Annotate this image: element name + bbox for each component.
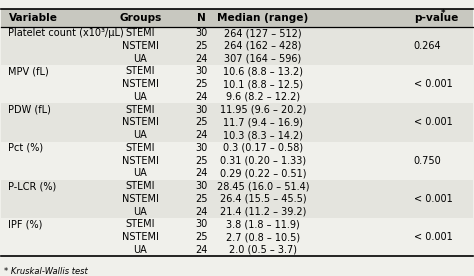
Text: 10.3 (8.3 – 14.2): 10.3 (8.3 – 14.2) (223, 130, 303, 140)
Text: * Kruskal-Wallis test: * Kruskal-Wallis test (4, 267, 88, 275)
Text: 307 (164 – 596): 307 (164 – 596) (224, 54, 301, 64)
Bar (1, 116, 473, 129)
Text: 11.95 (9.6 – 20.2): 11.95 (9.6 – 20.2) (220, 105, 306, 115)
Bar (1, 91, 473, 103)
Bar (1, 231, 473, 243)
Text: 30: 30 (196, 67, 208, 76)
Text: STEMI: STEMI (126, 219, 155, 229)
Text: NSTEMI: NSTEMI (122, 232, 159, 242)
Text: 25: 25 (195, 194, 208, 204)
Text: 25: 25 (195, 79, 208, 89)
Bar (1, 65, 473, 78)
Text: UA: UA (134, 245, 147, 255)
Text: STEMI: STEMI (126, 143, 155, 153)
Text: N: N (197, 13, 206, 23)
Text: 264 (162 – 428): 264 (162 – 428) (224, 41, 301, 51)
Bar (1, 205, 473, 218)
Text: 24: 24 (195, 206, 208, 217)
Text: 24: 24 (195, 168, 208, 178)
Text: Median (range): Median (range) (217, 13, 309, 23)
Text: 3.8 (1.8 – 11.9): 3.8 (1.8 – 11.9) (226, 219, 300, 229)
Bar (1, 103, 473, 116)
Text: 25: 25 (195, 41, 208, 51)
Text: 21.4 (11.2 – 39.2): 21.4 (11.2 – 39.2) (220, 206, 306, 217)
Text: < 0.001: < 0.001 (414, 232, 453, 242)
Text: NSTEMI: NSTEMI (122, 117, 159, 128)
Text: IPF (%): IPF (%) (9, 219, 43, 229)
Bar (1, 218, 473, 231)
Text: 24: 24 (195, 92, 208, 102)
Bar (1, 243, 473, 256)
Text: UA: UA (134, 168, 147, 178)
Text: NSTEMI: NSTEMI (122, 156, 159, 166)
Text: *: * (441, 9, 446, 18)
Text: Groups: Groups (119, 13, 162, 23)
Text: 9.6 (8.2 – 12.2): 9.6 (8.2 – 12.2) (226, 92, 300, 102)
Text: STEMI: STEMI (126, 105, 155, 115)
Text: UA: UA (134, 92, 147, 102)
Bar (1, 167, 473, 180)
Text: 10.6 (8.8 – 13.2): 10.6 (8.8 – 13.2) (223, 67, 303, 76)
Text: 30: 30 (196, 181, 208, 191)
Text: NSTEMI: NSTEMI (122, 194, 159, 204)
Text: STEMI: STEMI (126, 181, 155, 191)
Text: UA: UA (134, 206, 147, 217)
Text: UA: UA (134, 54, 147, 64)
Bar (1, 27, 473, 39)
Text: 24: 24 (195, 54, 208, 64)
Text: 2.0 (0.5 – 3.7): 2.0 (0.5 – 3.7) (229, 245, 297, 255)
Text: UA: UA (134, 130, 147, 140)
Bar (1, 192, 473, 205)
Text: PDW (fL): PDW (fL) (9, 105, 51, 115)
Text: 25: 25 (195, 117, 208, 128)
Text: 10.1 (8.8 – 12.5): 10.1 (8.8 – 12.5) (223, 79, 303, 89)
Text: P-LCR (%): P-LCR (%) (9, 181, 57, 191)
Text: 30: 30 (196, 28, 208, 38)
Text: Platelet count (x10³/μL): Platelet count (x10³/μL) (9, 28, 124, 38)
Text: 30: 30 (196, 105, 208, 115)
Text: 25: 25 (195, 232, 208, 242)
Text: 26.4 (15.5 – 45.5): 26.4 (15.5 – 45.5) (219, 194, 306, 204)
Text: 264 (127 – 512): 264 (127 – 512) (224, 28, 302, 38)
Text: 0.29 (0.22 – 0.51): 0.29 (0.22 – 0.51) (219, 168, 306, 178)
Text: STEMI: STEMI (126, 67, 155, 76)
Text: 0.264: 0.264 (414, 41, 441, 51)
Text: 28.45 (16.0 – 51.4): 28.45 (16.0 – 51.4) (217, 181, 309, 191)
Bar (1, 9, 473, 27)
Text: Variable: Variable (9, 13, 57, 23)
Text: 0.31 (0.20 – 1.33): 0.31 (0.20 – 1.33) (220, 156, 306, 166)
Text: 0.3 (0.17 – 0.58): 0.3 (0.17 – 0.58) (223, 143, 303, 153)
Text: 24: 24 (195, 130, 208, 140)
Text: 30: 30 (196, 219, 208, 229)
Text: < 0.001: < 0.001 (414, 117, 453, 128)
Text: Pct (%): Pct (%) (9, 143, 44, 153)
Bar (1, 129, 473, 142)
Text: < 0.001: < 0.001 (414, 79, 453, 89)
Bar (1, 142, 473, 154)
Bar (1, 180, 473, 192)
Bar (1, 52, 473, 65)
Bar (1, 154, 473, 167)
Text: STEMI: STEMI (126, 28, 155, 38)
Text: 11.7 (9.4 – 16.9): 11.7 (9.4 – 16.9) (223, 117, 303, 128)
Bar (1, 78, 473, 91)
Text: 24: 24 (195, 245, 208, 255)
Text: NSTEMI: NSTEMI (122, 41, 159, 51)
Text: MPV (fL): MPV (fL) (9, 67, 49, 76)
Text: NSTEMI: NSTEMI (122, 79, 159, 89)
Text: 0.750: 0.750 (414, 156, 441, 166)
Text: 25: 25 (195, 156, 208, 166)
Bar (1, 39, 473, 52)
Text: < 0.001: < 0.001 (414, 194, 453, 204)
Text: 30: 30 (196, 143, 208, 153)
Text: 2.7 (0.8 – 10.5): 2.7 (0.8 – 10.5) (226, 232, 300, 242)
Text: p-value: p-value (414, 13, 458, 23)
